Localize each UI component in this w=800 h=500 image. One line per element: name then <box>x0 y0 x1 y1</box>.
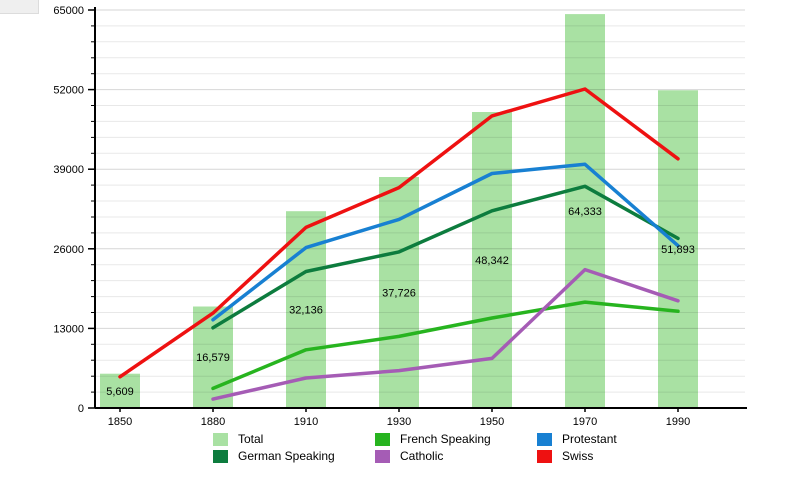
x-tick-label-1990: 1990 <box>666 416 690 428</box>
bar-1990 <box>658 90 698 409</box>
y-tick-label-0: 0 <box>78 403 84 415</box>
population-history-chart: 0 13000 26000 39000 52000 65000 1850 1880 1910 19… <box>53 5 747 428</box>
legend-swatch-protestant <box>537 433 552 446</box>
legend-swatch-swiss <box>537 450 552 463</box>
y-tick-label-13000: 13000 <box>53 323 84 335</box>
bar-1970 <box>565 14 605 408</box>
legend-swatch-catholic <box>375 450 390 463</box>
chart-legend: Total French Speaking Protestant German Spe… <box>213 431 699 465</box>
legend-swatch-french-speaking <box>375 433 390 446</box>
legend-item-catholic: Catholic <box>375 448 537 465</box>
bar-label-1970: 64,333 <box>568 206 602 218</box>
x-tick-label-1970: 1970 <box>573 416 597 428</box>
bar-label-1950: 48,342 <box>475 255 509 267</box>
series-line-swiss <box>118 87 680 379</box>
legend-item-german-speaking: German Speaking <box>213 448 375 465</box>
bar-label-1910: 32,136 <box>289 305 323 317</box>
series-line-protestant <box>211 162 680 322</box>
legend-swatch-german-speaking <box>213 450 228 463</box>
y-tick-label-65000: 65000 <box>53 5 84 17</box>
series-line-german-speaking <box>211 184 680 330</box>
y-tick-label-52000: 52000 <box>53 85 84 97</box>
corner-artifact <box>0 0 39 14</box>
series-line-french-speaking <box>211 300 680 391</box>
bar-label-1850: 5,609 <box>106 386 134 398</box>
legend-label-protestant: Protestant <box>562 432 617 446</box>
bar-1850 <box>100 373 140 408</box>
y-tick-label-39000: 39000 <box>53 164 84 176</box>
legend-label-french-speaking: French Speaking <box>400 432 491 446</box>
series-line-catholic <box>211 267 680 401</box>
x-tick-label-1950: 1950 <box>480 416 504 428</box>
legend-item-swiss: Swiss <box>537 448 699 465</box>
legend-swatch-total <box>213 433 228 446</box>
x-tick-label-1880: 1880 <box>201 416 225 428</box>
bar-label-1880: 16,579 <box>196 352 230 364</box>
bar-label-1930: 37,726 <box>382 288 416 300</box>
x-tick-label-1910: 1910 <box>294 416 318 428</box>
legend-label-catholic: Catholic <box>400 449 444 463</box>
legend-label-total: Total <box>238 432 264 446</box>
legend-item-protestant: Protestant <box>537 431 699 448</box>
legend-label-swiss: Swiss <box>562 449 594 463</box>
x-tick-label-1850: 1850 <box>108 416 132 428</box>
legend-item-french-speaking: French Speaking <box>375 431 537 448</box>
y-tick-label-26000: 26000 <box>53 244 84 256</box>
x-tick-label-1930: 1930 <box>387 416 411 428</box>
legend-label-german-speaking: German Speaking <box>238 449 335 463</box>
bar-label-1990: 51,893 <box>661 244 695 256</box>
legend-item-total: Total <box>213 431 375 448</box>
